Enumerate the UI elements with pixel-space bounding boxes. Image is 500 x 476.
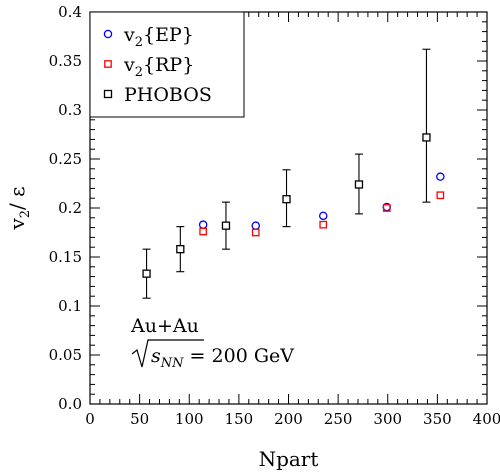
y-axis-title-main: v [5, 218, 29, 231]
y-axis-title-post: / ε [5, 186, 29, 209]
data-point [199, 227, 207, 236]
legend-label-main: v [123, 54, 135, 76]
annotation: Au+Au sNN = 200 GeV [130, 315, 294, 371]
annotation-collision-system: Au+Au [130, 315, 199, 337]
legend-label-sub: 2 [135, 35, 143, 50]
y-tick-label: 0.1 [58, 297, 82, 315]
data-point [251, 228, 260, 237]
x-tick-label: 50 [130, 410, 149, 428]
legend-box [89, 11, 245, 118]
data-point [198, 220, 208, 229]
x-tick-label: 400 [473, 410, 500, 428]
legend-label: v2{EP} [123, 24, 194, 50]
x-tick-label: 150 [225, 410, 254, 428]
data-point [251, 221, 260, 230]
legend-label-sub: 2 [135, 65, 143, 80]
y-tick-label: 0.25 [49, 150, 82, 168]
data-point [221, 221, 231, 230]
x-tick-label: 250 [324, 410, 353, 428]
y-tick-label: 0.0 [58, 395, 82, 413]
x-axis-title: Npart [259, 447, 319, 471]
data-point [422, 133, 431, 142]
data-point [319, 220, 328, 229]
y-axis-title: v2/ ε [5, 186, 33, 230]
legend-marker [103, 29, 113, 39]
y-tick-label: 0.15 [49, 248, 82, 266]
x-tick-label: 350 [423, 410, 452, 428]
y-axis-title-sub: 2 [18, 210, 33, 218]
x-tick-label: 200 [274, 410, 303, 428]
annotation-energy-value: = 200 GeV [184, 345, 295, 367]
y-tick-label: 0.05 [49, 346, 82, 364]
x-tick-label: 300 [373, 410, 402, 428]
annotation-s: s [151, 345, 161, 367]
data-point [354, 180, 364, 189]
legend-label-main: v [123, 24, 135, 46]
x-tick-label: 100 [175, 410, 204, 428]
data-point [318, 211, 328, 221]
legend-label-post: {EP} [143, 24, 194, 46]
legend-label-post: {RP} [143, 54, 194, 76]
legend: v2{EP}v2{RP}PHOBOS [89, 11, 245, 118]
x-tick-label: 0 [85, 410, 95, 428]
annotation-nn: NN [160, 356, 184, 371]
legend-marker [103, 89, 113, 99]
legend-label: v2{RP} [123, 54, 194, 80]
sqrt-symbol [131, 339, 204, 368]
series-v2-rp- [199, 191, 445, 237]
annotation-energy: sNN = 200 GeV [151, 345, 294, 371]
y-tick-label: 0.2 [58, 199, 82, 217]
series-phobos [142, 48, 431, 299]
data-point [176, 245, 185, 254]
y-tick-label: 0.4 [58, 3, 82, 21]
legend-label-main: PHOBOS [124, 84, 212, 106]
data-point [282, 195, 291, 204]
legend-marker [104, 60, 112, 68]
data-point [142, 269, 151, 278]
series-v2-ep- [198, 172, 445, 230]
y-tick-label: 0.3 [58, 101, 82, 119]
data-point [436, 191, 445, 200]
legend-label: PHOBOS [124, 84, 212, 106]
data-point [436, 172, 445, 181]
y-tick-label: 0.35 [49, 52, 82, 70]
data-point [382, 204, 391, 212]
